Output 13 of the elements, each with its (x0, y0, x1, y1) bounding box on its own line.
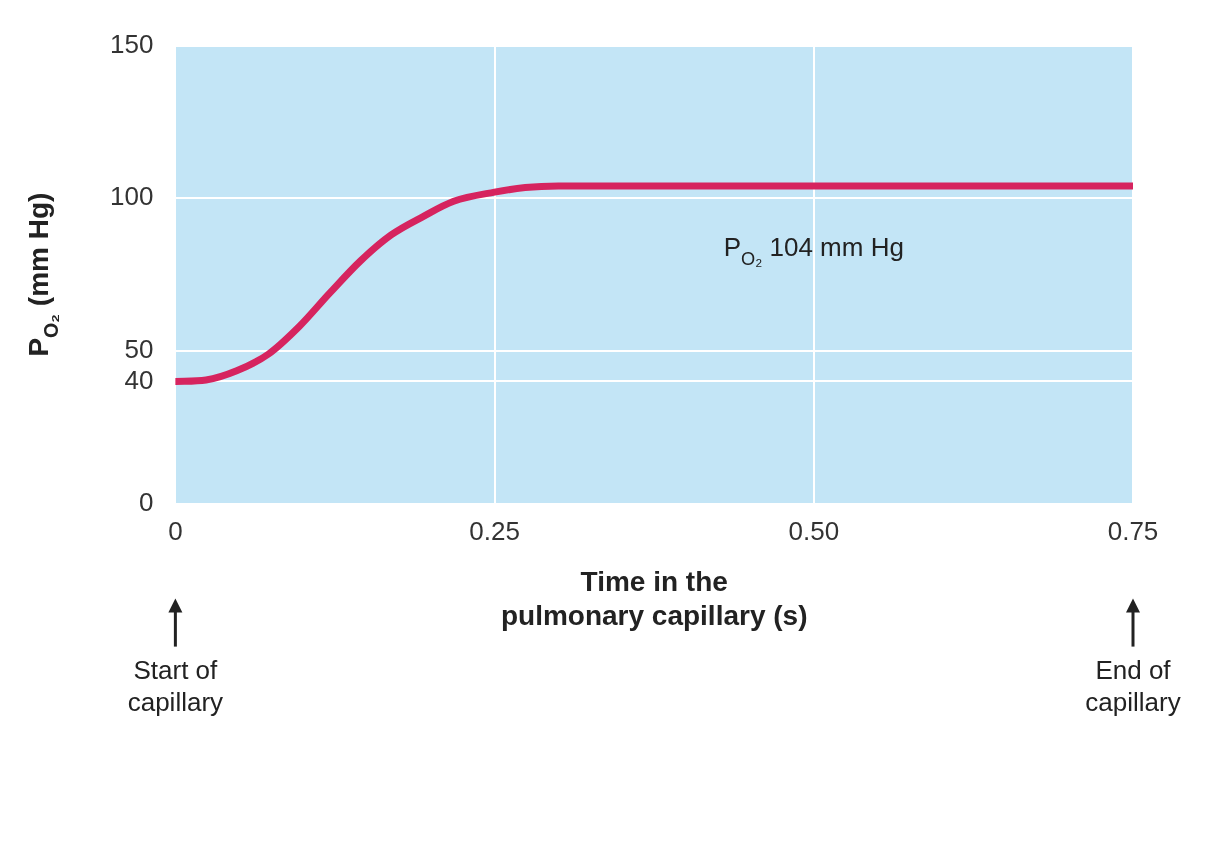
x-tick-label: 0.75 (1107, 516, 1159, 547)
text: End of capillary (1085, 654, 1181, 717)
x-tick-label: 0.50 (788, 516, 840, 547)
x-axis-title: Time in the pulmonary capillary (s) (500, 566, 808, 631)
y-tick-label: 50 (124, 334, 154, 365)
x-tick-label: 0.25 (469, 516, 520, 547)
text: Start of capillary (127, 654, 224, 717)
x-tick-label: 0 (168, 516, 183, 547)
y-tick-label: 100 (109, 181, 154, 212)
y-tick-label: 0 (138, 486, 154, 517)
y-axis-title: PO₂ (mm Hg) (23, 192, 62, 357)
y-tick-label: 40 (124, 364, 154, 395)
y-tick-label: 150 (109, 28, 154, 59)
